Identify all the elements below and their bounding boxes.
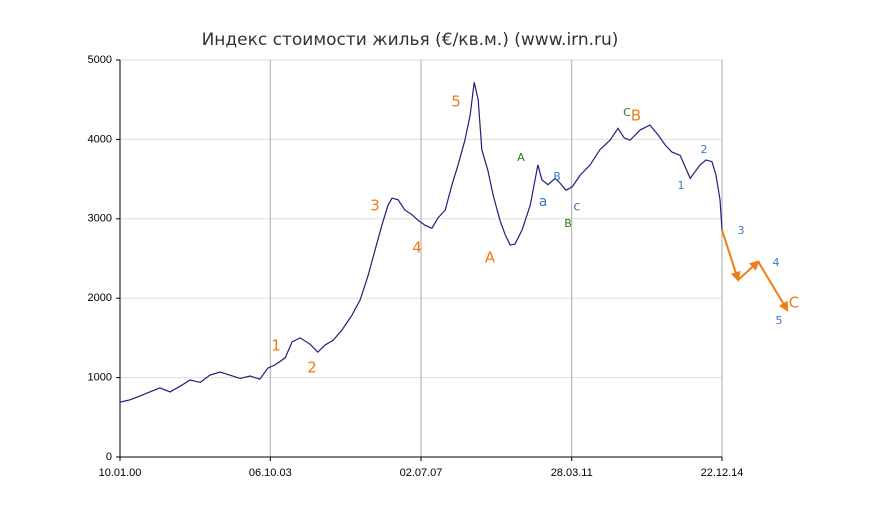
annotation: a <box>539 194 548 210</box>
annotation: 1 <box>271 337 281 355</box>
annotation: c <box>573 200 580 215</box>
annotation: 1 <box>678 179 685 192</box>
y-tick-label: 1000 <box>88 372 112 384</box>
annotation: 2 <box>307 359 317 377</box>
annotation: C <box>789 294 799 312</box>
x-tick-label: 02.07.07 <box>400 467 443 479</box>
annotation: B <box>564 217 572 230</box>
annotation: 5 <box>776 314 783 327</box>
annotation: A <box>517 151 525 164</box>
annotation: 2 <box>701 143 708 156</box>
annotation: 4 <box>773 256 780 269</box>
x-tick-label: 22.12.14 <box>701 467 744 479</box>
annotation: 3 <box>738 224 745 237</box>
y-tick-label: 3000 <box>88 213 112 225</box>
price-line <box>119 82 723 403</box>
annotation: A <box>485 249 496 267</box>
forecast-segment <box>721 229 741 282</box>
y-tick-label: 2000 <box>88 292 112 304</box>
annotation: B <box>553 170 561 183</box>
forecast-segment <box>757 261 789 312</box>
x-tick-label: 10.01.00 <box>99 467 142 479</box>
x-tick-label: 06.10.03 <box>249 467 292 479</box>
y-tick-label: 5000 <box>88 54 112 66</box>
x-tick-label: 28.03.11 <box>551 467 593 479</box>
annotation: 5 <box>451 93 461 111</box>
y-tick-label: 0 <box>106 451 112 463</box>
chart-title: Индекс стоимости жилья (€/кв.м.) (www.ir… <box>202 30 619 50</box>
annotation: 4 <box>412 239 422 257</box>
annotation: 3 <box>370 197 380 215</box>
y-tick-label: 4000 <box>88 133 112 145</box>
forecast-segment <box>737 260 760 281</box>
annotation: B <box>631 107 641 125</box>
annotation: C <box>623 106 631 119</box>
